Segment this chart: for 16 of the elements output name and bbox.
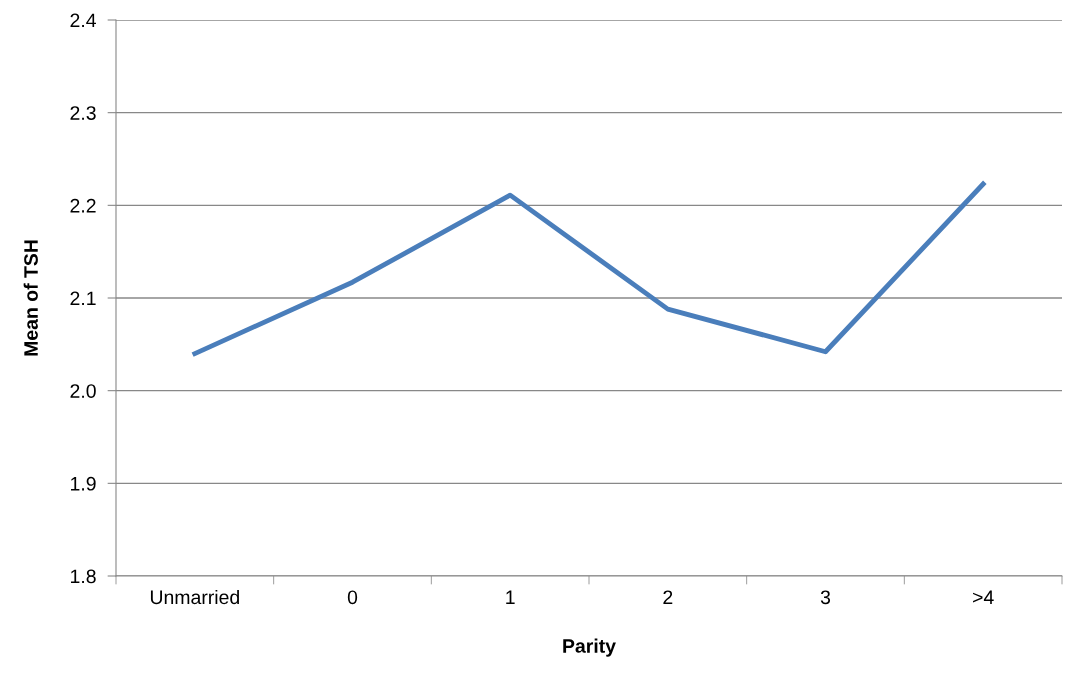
y-tick-label: 2.0 xyxy=(70,384,96,398)
x-tick-label: 3 xyxy=(820,590,831,605)
x-tick-label: 0 xyxy=(347,590,358,605)
x-tick-label: 2 xyxy=(663,590,673,604)
x-axis-title: Parity xyxy=(563,638,616,657)
y-tick-label: 2.2 xyxy=(70,198,96,213)
x-tick-label: >4 xyxy=(973,590,994,604)
y-tick-label: 2.1 xyxy=(70,291,96,306)
y-tick-label: 2.4 xyxy=(70,13,96,28)
line-series xyxy=(192,181,986,357)
y-tick-label: 1.8 xyxy=(71,569,96,584)
y-axis-title: Mean of TSH xyxy=(23,240,38,356)
y-tick-label: 2.3 xyxy=(70,106,96,120)
x-tick-label: 1 xyxy=(506,590,515,604)
x-tick-label: Unmarried xyxy=(150,589,239,605)
y-tick-label: 1.9 xyxy=(71,476,96,491)
